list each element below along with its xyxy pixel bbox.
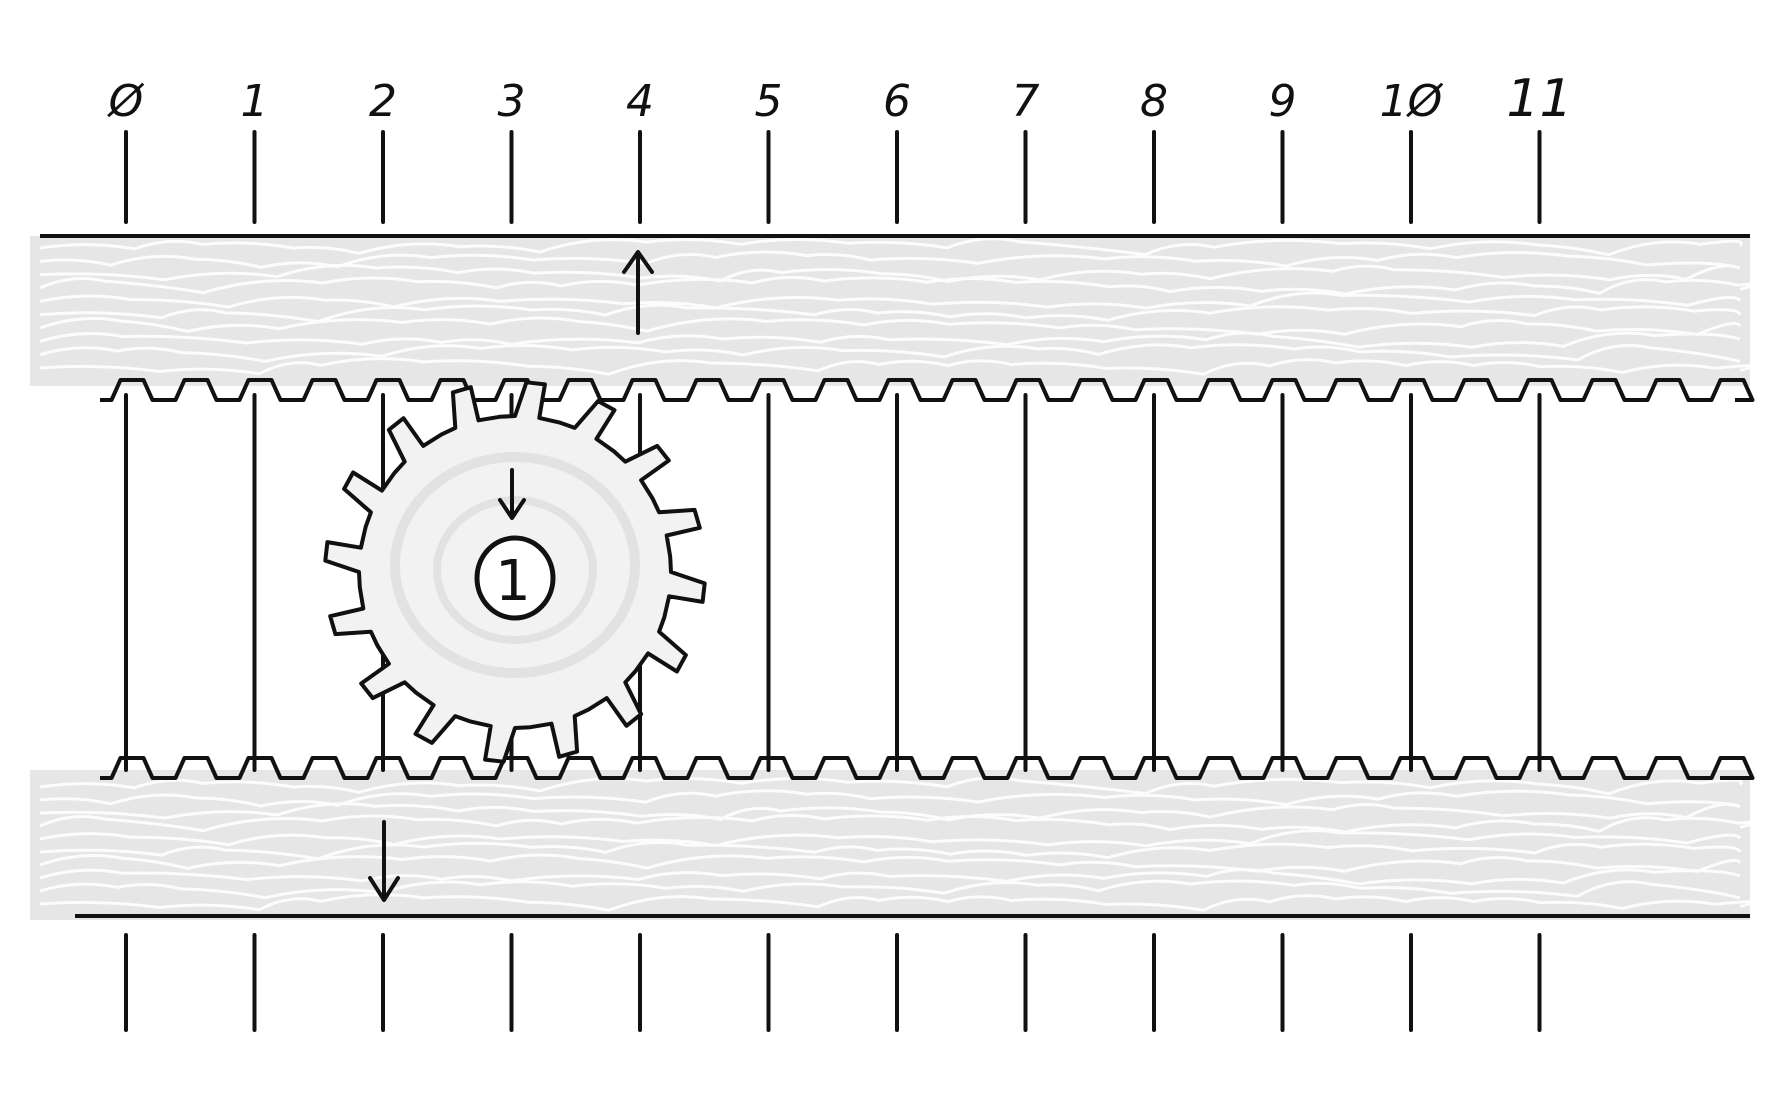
scale-label: 2 (369, 76, 397, 127)
scale-label: 5 (755, 76, 783, 127)
arrow-up-icon (622, 250, 654, 335)
top-rack-teeth (100, 378, 1755, 402)
rack-texture (39, 237, 1756, 912)
scale-label: 1Ø (1380, 76, 1444, 127)
scale-labels: Ø 1 2 3 4 5 6 7 8 9 1Ø 11 (107, 69, 1573, 129)
scale-label: 8 (1140, 76, 1168, 127)
gear-hub-label: 1 (495, 549, 531, 614)
scale-label: 3 (498, 76, 526, 127)
bottom-rack-teeth (100, 756, 1755, 780)
scale-label: 9 (1269, 76, 1297, 127)
gear-shading (390, 452, 640, 678)
scale-label: 1 (241, 76, 269, 127)
gear: 1 (323, 380, 707, 764)
racks-layer (30, 234, 1756, 920)
gear-shading-inner (433, 496, 597, 644)
scale-label: 11 (1506, 69, 1572, 129)
scale-label: 6 (883, 76, 911, 127)
arrow-down-icon (498, 468, 526, 520)
gear-hub (474, 535, 556, 621)
scale-label: Ø (107, 76, 145, 127)
arrow-down-icon (368, 820, 400, 902)
scale-label: 7 (1012, 76, 1040, 127)
scribble-stroke (39, 776, 1756, 912)
scribble-stroke (39, 237, 1756, 376)
arrows-layer (368, 250, 654, 902)
scale-label: 4 (626, 76, 654, 127)
